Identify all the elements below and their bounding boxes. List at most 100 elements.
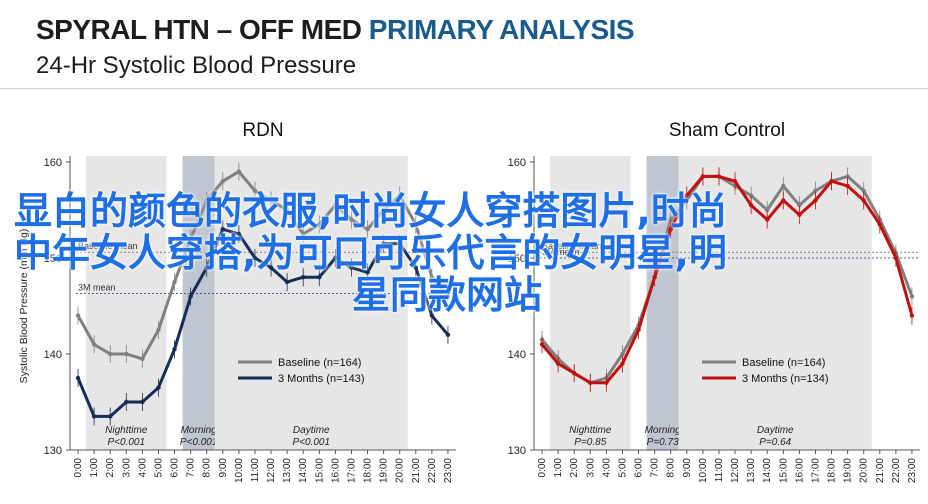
rdn-y-tick-3: 150 bbox=[44, 253, 62, 265]
sham-series-2-point-7 bbox=[636, 327, 641, 333]
sham-series-line-2 bbox=[540, 174, 914, 385]
sham-series-2-point-15 bbox=[765, 217, 770, 222]
sham-period-band-1 bbox=[550, 156, 631, 450]
sham-series-1-point-20 bbox=[845, 174, 850, 179]
rdn-series-2-point-15 bbox=[301, 275, 306, 280]
rdn-series-1-point-3 bbox=[108, 351, 113, 357]
rdn-chart: RDNNighttimeP<0.001MorningP<0.001Daytime… bbox=[18, 120, 456, 483]
rdn-series-2-point-24 bbox=[445, 332, 451, 337]
sham-series-1-point-18 bbox=[813, 188, 818, 193]
sham-series-2-point-20 bbox=[845, 183, 850, 189]
rdn-series-2-point-14 bbox=[284, 279, 290, 285]
rdn-series-line-1 bbox=[76, 170, 450, 361]
rdn-y-label: Systolic Blood Pressure (mm Hg) bbox=[18, 229, 30, 384]
rdn-series-2-point-11 bbox=[236, 231, 242, 237]
sham-period-band-2 bbox=[646, 156, 679, 450]
rdn-series-2-point-16 bbox=[317, 275, 322, 280]
rdn-series-1-point-10 bbox=[220, 179, 225, 184]
sham-series-2-point-18 bbox=[813, 198, 818, 203]
rdn-series-1-point-19 bbox=[365, 227, 370, 232]
rdn-series-2-point-22 bbox=[413, 265, 418, 270]
rdn-series-1-point-1 bbox=[75, 313, 81, 318]
rdn-series-2-point-13 bbox=[268, 265, 274, 270]
slide-title-accent: PRIMARY ANALYSIS bbox=[368, 14, 635, 45]
rdn-x-tick-21: 20:00 bbox=[395, 458, 406, 483]
rdn-period-p-3: P<0.001 bbox=[292, 437, 330, 448]
sham-x-tick-1: 0:00 bbox=[537, 458, 548, 478]
sham-y-tick-1: 130 bbox=[508, 445, 526, 457]
rdn-period-name-3: Daytime bbox=[293, 425, 330, 436]
sham-x-tick-21: 20:00 bbox=[859, 458, 870, 483]
rdn-series-1-point-6 bbox=[156, 327, 161, 333]
sham-series-1-point-21 bbox=[861, 188, 866, 193]
rdn-x-tick-22: 21:00 bbox=[411, 458, 422, 483]
slide-subtitle: 24-Hr Systolic Blood Pressure bbox=[36, 52, 357, 79]
sham-series-2-point-3 bbox=[572, 371, 577, 376]
sham-series-2-point-17 bbox=[797, 212, 802, 217]
sham-series-2-point-8 bbox=[652, 275, 657, 280]
sham-y-tick-4: 160 bbox=[508, 157, 526, 169]
sham-series-2-point-4 bbox=[588, 380, 593, 385]
rdn-series-2-point-10 bbox=[220, 227, 225, 232]
sham-x-tick-7: 6:00 bbox=[634, 458, 645, 478]
sham-series-2-point-24 bbox=[909, 313, 915, 318]
rdn-x-tick-7: 6:00 bbox=[170, 458, 181, 478]
rdn-x-tick-9: 8:00 bbox=[202, 458, 213, 478]
rdn-series-1-point-15 bbox=[301, 231, 306, 237]
sham-series-1-point-15 bbox=[765, 207, 770, 213]
sham-x-tick-15: 14:00 bbox=[762, 458, 773, 483]
rdn-series-2-point-7 bbox=[172, 347, 177, 352]
rdn-x-tick-14: 13:00 bbox=[282, 458, 293, 483]
rdn-series-2-point-17 bbox=[333, 255, 338, 261]
sham-x-tick-2: 1:00 bbox=[553, 458, 564, 478]
sham-x-tick-8: 7:00 bbox=[650, 458, 661, 478]
sham-ref-label-1: Baseline mean bbox=[542, 241, 602, 251]
rdn-series-1-point-24 bbox=[445, 294, 451, 299]
rdn-x-tick-12: 11:00 bbox=[250, 458, 261, 483]
sham-series-2-point-23 bbox=[893, 255, 899, 261]
sham-x-tick-9: 8:00 bbox=[666, 458, 677, 478]
rdn-x-tick-24: 23:00 bbox=[443, 458, 454, 483]
rdn-x-tick-5: 4:00 bbox=[137, 458, 148, 478]
sham-series-2-point-22 bbox=[877, 222, 882, 227]
rdn-period-p-2: P<0.001 bbox=[180, 437, 218, 448]
rdn-series-2-point-1 bbox=[75, 375, 81, 381]
rdn-series-2-point-4 bbox=[124, 399, 129, 405]
sham-x-tick-10: 9:00 bbox=[682, 458, 693, 478]
rdn-x-tick-13: 12:00 bbox=[266, 458, 277, 483]
rdn-period-name-1: Nighttime bbox=[105, 425, 148, 436]
slide-title: SPYRAL HTN – OFF MED PRIMARY ANALYSIS bbox=[36, 14, 635, 46]
rdn-series-2-point-19 bbox=[365, 270, 370, 275]
sham-series-2-point-11 bbox=[700, 174, 706, 179]
sham-series-2-point-5 bbox=[604, 380, 609, 385]
sham-x-tick-5: 4:00 bbox=[601, 458, 612, 478]
rdn-series-2-point-3 bbox=[108, 414, 113, 419]
sham-x-tick-11: 10:00 bbox=[698, 458, 709, 483]
sham-series-2-point-14 bbox=[748, 203, 754, 208]
sham-legend-label-1: Baseline (n=164) bbox=[742, 357, 825, 369]
rdn-x-tick-15: 14:00 bbox=[298, 458, 309, 483]
slide-title-main: SPYRAL HTN – OFF MED bbox=[36, 14, 369, 45]
rdn-x-tick-23: 22:00 bbox=[427, 458, 438, 483]
rdn-series-2-point-8 bbox=[188, 294, 193, 299]
rdn-x-tick-16: 15:00 bbox=[314, 458, 325, 483]
sham-series-1-point-16 bbox=[781, 183, 786, 189]
sham-x-tick-16: 15:00 bbox=[778, 458, 789, 483]
sham-series-2-point-13 bbox=[732, 179, 738, 184]
rdn-legend-label-1: Baseline (n=164) bbox=[278, 357, 361, 369]
sham-x-tick-14: 13:00 bbox=[746, 458, 757, 483]
rdn-series-1-point-4 bbox=[124, 351, 129, 357]
rdn-series-1-point-8 bbox=[188, 236, 193, 241]
rdn-series-2-point-6 bbox=[156, 385, 161, 390]
rdn-x-tick-2: 1:00 bbox=[89, 458, 100, 478]
sham-y-tick-3: 150 bbox=[508, 253, 526, 265]
rdn-period-band-3 bbox=[214, 156, 408, 450]
rdn-series-2-point-20 bbox=[381, 241, 386, 246]
sham-chart-title: Sham Control bbox=[669, 120, 785, 141]
rdn-series-1-point-23 bbox=[429, 275, 435, 280]
sham-period-p-3: P=0.64 bbox=[759, 437, 791, 448]
sham-x-tick-12: 11:00 bbox=[714, 458, 725, 483]
rdn-series-1-point-20 bbox=[381, 207, 386, 213]
rdn-series-2-point-5 bbox=[140, 399, 145, 405]
sham-period-name-1: Nighttime bbox=[569, 425, 612, 436]
